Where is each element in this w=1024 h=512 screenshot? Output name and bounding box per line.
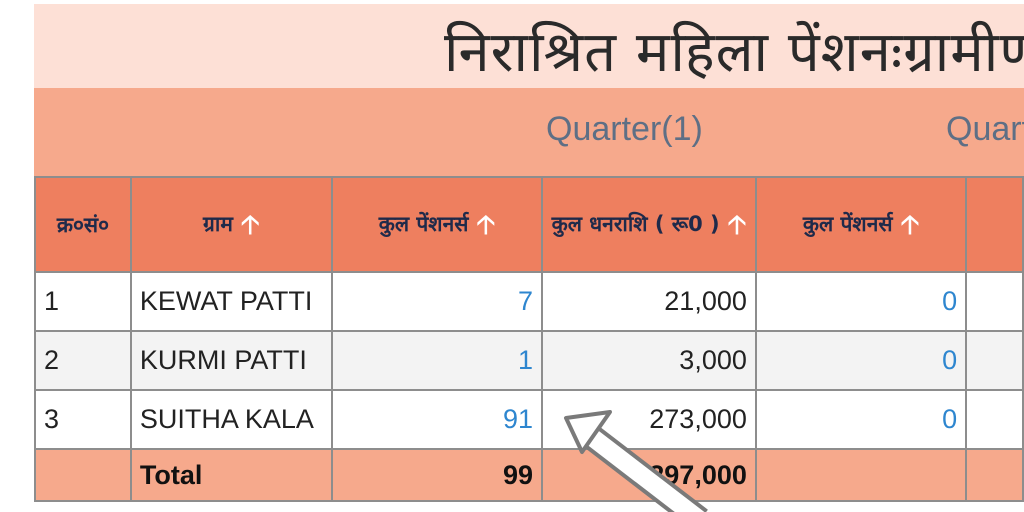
q2-pensioners-link[interactable]: 0: [754, 330, 968, 391]
table-row: 3 SUITHA KALA 91 273,000 0: [34, 389, 1024, 450]
q1-amount-cell: 21,000: [541, 271, 757, 332]
quarter-header-bar: Quarter(1) Quarter(2): [34, 88, 1024, 176]
col-header-q1-amount[interactable]: कुल धनराशि ( रू0 ) 🡡: [541, 176, 757, 273]
extra-cell: [965, 389, 1024, 450]
total-label: Total: [129, 448, 333, 502]
q2-pensioners-link[interactable]: 0: [754, 271, 968, 332]
col-header-q2-pensioners[interactable]: कुल पेंशनर्स 🡡: [754, 176, 968, 273]
q1-pensioners-link[interactable]: 91: [330, 389, 544, 450]
col-header-village[interactable]: ग्राम 🡡: [129, 176, 333, 273]
total-serial-cell: [34, 448, 132, 502]
village-cell: SUITHA KALA: [129, 389, 333, 450]
village-cell: KEWAT PATTI: [129, 271, 333, 332]
extra-cell: [965, 330, 1024, 391]
col-header-extra: [965, 176, 1024, 273]
sort-up-arrow-icon[interactable]: 🡡: [476, 210, 496, 240]
sort-up-arrow-icon[interactable]: 🡡: [900, 210, 920, 240]
sort-up-arrow-icon[interactable]: 🡡: [727, 210, 747, 240]
quarter-1-label: Quarter(1): [546, 110, 703, 148]
col-header-serial: क्र०सं०: [34, 176, 132, 273]
q1-pensioners-link[interactable]: 7: [330, 271, 544, 332]
total-q2-pensioners: [754, 448, 968, 502]
village-cell: KURMI PATTI: [129, 330, 333, 391]
total-extra-cell: [965, 448, 1024, 502]
q1-amount-cell: 3,000: [541, 330, 757, 391]
table-row: 1 KEWAT PATTI 7 21,000 0: [34, 271, 1024, 332]
page-title: निराश्रित महिला पेंशनःग्रामीण: [444, 20, 1024, 85]
extra-cell: [965, 271, 1024, 332]
serial-cell: 3: [34, 389, 132, 450]
q2-pensioners-link[interactable]: 0: [754, 389, 968, 450]
sort-up-arrow-icon[interactable]: 🡡: [240, 210, 260, 240]
serial-cell: 1: [34, 271, 132, 332]
table-row: 2 KURMI PATTI 1 3,000 0: [34, 330, 1024, 391]
q1-pensioners-link[interactable]: 1: [330, 330, 544, 391]
total-q1-pensioners: 99: [330, 448, 544, 502]
col-header-q1-pensioners[interactable]: कुल पेंशनर्स 🡡: [330, 176, 544, 273]
serial-cell: 2: [34, 330, 132, 391]
pension-table: क्र०सं० ग्राम 🡡 कुल पेंशनर्स 🡡 कुल धनराशि …: [34, 176, 1024, 502]
title-bar: निराश्रित महिला पेंशनःग्रामीण: [34, 4, 1024, 88]
quarter-2-label: Quarter(2): [946, 110, 1024, 148]
